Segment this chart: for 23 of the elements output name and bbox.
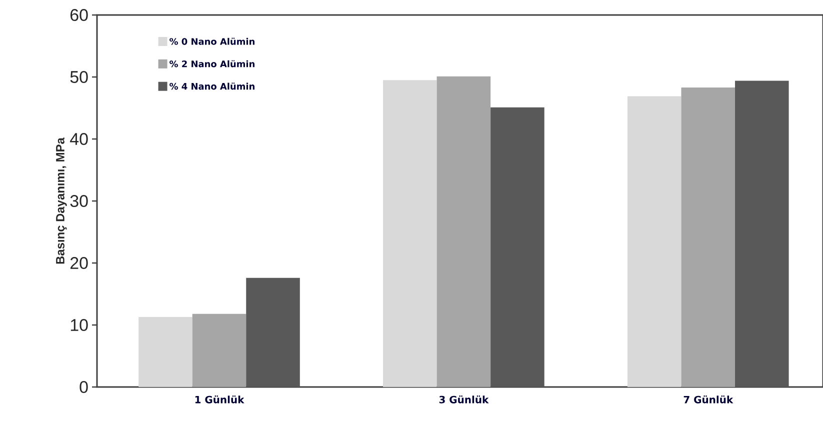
y-tick-label: 50	[70, 71, 88, 84]
bar	[192, 314, 246, 387]
y-tick-label: 0	[80, 381, 88, 393]
y-tick-label: 40	[70, 133, 88, 146]
x-tick-label: 1 Günlük	[195, 396, 244, 404]
bar	[436, 76, 491, 387]
bar	[383, 80, 437, 387]
y-tick-label: 20	[70, 257, 88, 270]
bar	[246, 278, 300, 387]
y-tick-label: 10	[70, 319, 88, 332]
bar	[627, 96, 682, 387]
bar	[681, 88, 736, 387]
legend-label: % 4 Nano Alümin	[170, 82, 254, 90]
x-tick-label: 3 Günlük	[439, 396, 489, 404]
bar	[735, 80, 789, 387]
bar	[490, 107, 544, 387]
y-axis-title: Basınç Dayanımı, MPa	[56, 137, 67, 264]
legend-label: % 0 Nano Alümin	[170, 38, 254, 45]
legend-label: % 2 Nano Alümin	[170, 60, 254, 68]
y-tick-label: 30	[70, 195, 88, 208]
bar	[138, 316, 192, 387]
x-tick-label: 7 Günlük	[684, 396, 734, 404]
y-tick-label: 60	[70, 9, 88, 22]
